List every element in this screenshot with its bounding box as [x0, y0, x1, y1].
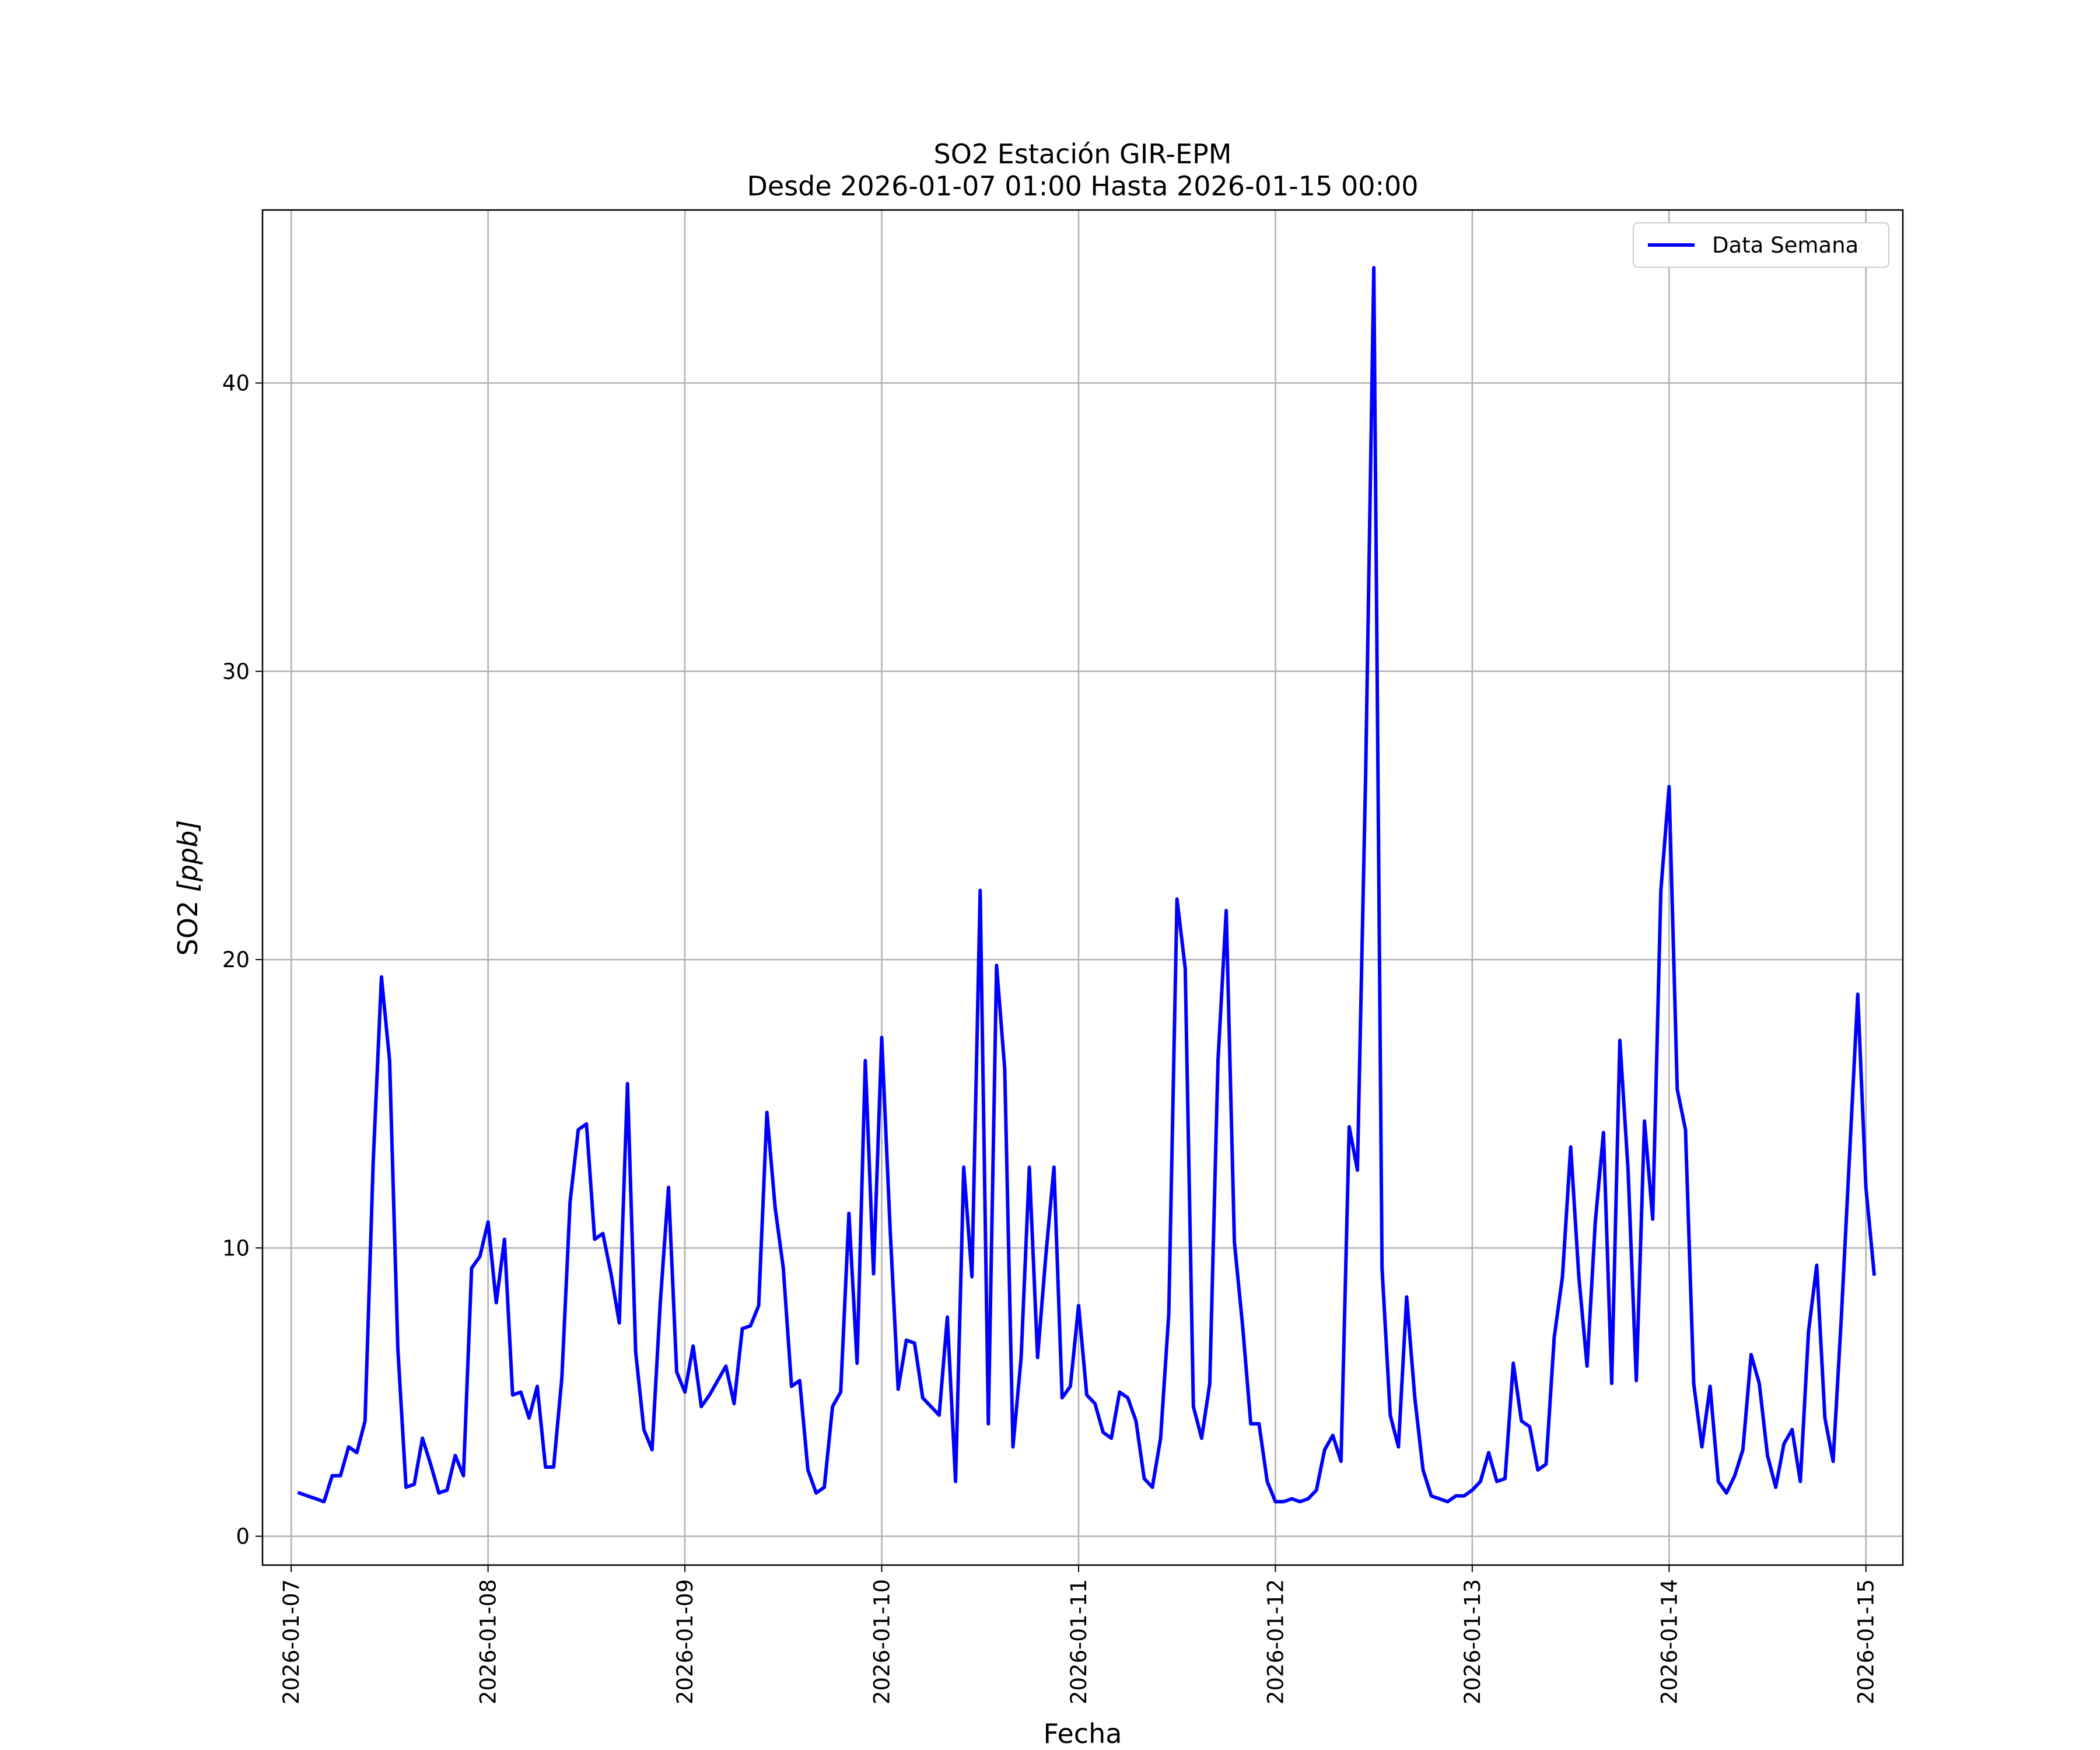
legend: Data Semana — [1633, 222, 1889, 268]
series-line-data-semana — [297, 265, 1877, 1504]
x-tick-label: 2026-01-15 — [1854, 1579, 1879, 1704]
grid-lines — [262, 210, 1903, 1565]
plot-area-frame — [261, 209, 1904, 1566]
x-axis-label: Fecha — [1044, 1718, 1122, 1749]
x-tick-label: 2026-01-14 — [1657, 1579, 1682, 1704]
y-axis-ticks: 0 10 20 30 40 — [222, 371, 262, 1549]
y-tick-label: 40 — [222, 371, 250, 396]
x-tick-label: 2026-01-11 — [1066, 1579, 1091, 1704]
series-group — [297, 265, 1877, 1504]
y-axis-label-unit: [ppb] — [172, 820, 204, 892]
x-tick-label: 2026-01-10 — [870, 1579, 895, 1704]
x-tick-label: 2026-01-08 — [476, 1579, 501, 1704]
y-tick-label: 30 — [222, 659, 250, 684]
chart-title: SO2 Estación GIR-EPM — [934, 138, 1232, 170]
chart-subtitle: Desde 2026-01-07 01:00 Hasta 2026-01-15 … — [747, 170, 1418, 202]
y-axis-label: SO2 [ppb] — [172, 820, 204, 956]
x-tick-label: 2026-01-13 — [1460, 1579, 1485, 1704]
x-tick-label: 2026-01-12 — [1263, 1579, 1288, 1704]
y-tick-label: 10 — [222, 1236, 250, 1261]
legend-box — [1633, 222, 1889, 268]
x-tick-label: 2026-01-07 — [279, 1579, 304, 1704]
legend-label: Data Semana — [1712, 233, 1859, 258]
y-tick-label: 0 — [236, 1524, 250, 1549]
y-tick-label: 20 — [222, 947, 250, 972]
y-axis-label-prefix: SO2 — [172, 892, 204, 956]
x-tick-label: 2026-01-09 — [673, 1579, 698, 1704]
x-axis-ticks: 2026-01-07 2026-01-08 2026-01-09 2026-01-10… — [279, 1565, 1879, 1704]
